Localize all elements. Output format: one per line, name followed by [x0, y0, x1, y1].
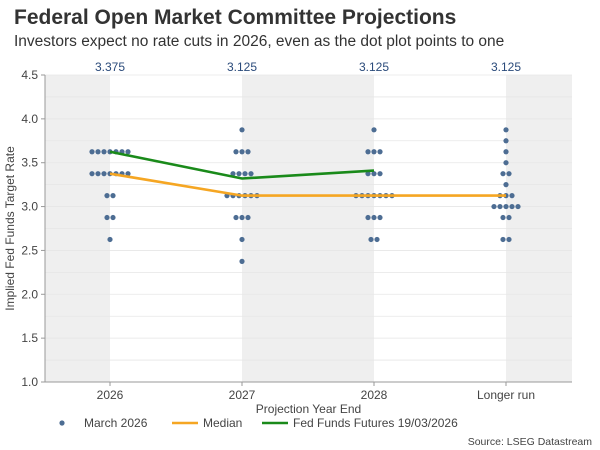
legend-label: Fed Funds Futures 19/03/2026 — [293, 416, 458, 430]
dot-point — [500, 171, 506, 177]
futures-line — [109, 150, 375, 180]
median-top-label: 3.125 — [227, 60, 257, 74]
dot-point — [509, 193, 515, 199]
dot-point — [125, 149, 131, 155]
dot-point — [506, 171, 512, 177]
dot-point — [248, 171, 254, 177]
dot-point — [371, 149, 377, 155]
dot-point — [104, 193, 110, 199]
source-note: Source: LSEG Datastream — [467, 436, 592, 448]
dot-point — [503, 160, 509, 166]
dot-point — [371, 127, 377, 133]
x-tick-label: 2028 — [361, 388, 388, 402]
chart-title: Federal Open Market Committee Projection… — [14, 6, 457, 29]
dot-point — [509, 203, 515, 210]
dot-point — [107, 236, 113, 243]
x-tick-label: Longer run — [477, 388, 535, 402]
legend-label: March 2026 — [84, 416, 148, 430]
dot-point — [377, 214, 383, 221]
legend-dot-marker — [59, 420, 65, 426]
dot-point — [233, 149, 239, 155]
dot-point — [245, 214, 251, 221]
y-tick-label: 4.0 — [21, 112, 38, 126]
y-tick-label: 2.0 — [21, 287, 38, 301]
dot-point — [368, 236, 374, 243]
y-tick-label: 3.0 — [21, 200, 38, 214]
dot-point — [503, 203, 509, 210]
dot-point — [104, 214, 110, 221]
dot-point — [233, 214, 239, 221]
y-axis-label: Implied Fed Funds Target Rate — [3, 146, 17, 311]
dot-point — [503, 182, 509, 188]
x-axis-label: Projection Year End — [256, 402, 361, 416]
dot-point — [245, 149, 251, 155]
dot-point — [239, 127, 245, 133]
dot-point — [506, 236, 512, 243]
dot-point — [371, 171, 377, 177]
dot-point — [377, 149, 383, 155]
median-line — [109, 172, 506, 197]
dot-point — [503, 149, 509, 155]
chart-subtitle: Investors expect no rate cuts in 2026, e… — [14, 33, 505, 50]
dot-point — [371, 214, 377, 221]
dot-point — [491, 203, 497, 210]
dot-point — [506, 214, 512, 221]
dot-point — [503, 138, 509, 144]
dot-point — [239, 149, 245, 155]
median-top-label: 3.125 — [491, 60, 521, 74]
y-tick-label: 2.5 — [21, 243, 38, 257]
dot-point — [230, 171, 236, 177]
dot-point — [377, 171, 383, 177]
dot-point — [365, 171, 371, 177]
dot-point — [515, 203, 521, 210]
dot-point — [125, 171, 131, 177]
legend-label: Median — [203, 416, 242, 430]
dot-point — [239, 258, 245, 264]
dot-point — [236, 171, 242, 177]
y-tick-label: 3.5 — [21, 156, 38, 170]
y-tick-label: 1.0 — [21, 375, 38, 389]
dot-point — [497, 203, 503, 210]
dot-point — [365, 149, 371, 155]
dot-point — [239, 214, 245, 221]
dot-point — [110, 193, 116, 199]
dot-point — [95, 149, 101, 155]
dot-point — [101, 149, 107, 155]
dot-point — [500, 214, 506, 221]
y-tick-label: 1.5 — [21, 331, 38, 345]
dot-point — [503, 127, 509, 133]
dot-point — [374, 236, 380, 243]
x-tick-label: 2027 — [229, 388, 256, 402]
dot-point — [242, 171, 248, 177]
dot-point — [101, 171, 107, 177]
x-tick-label: 2026 — [97, 388, 124, 402]
y-tick-label: 4.5 — [21, 68, 38, 82]
median-top-label: 3.375 — [95, 60, 125, 74]
dot-point — [95, 171, 101, 177]
dot-point — [110, 214, 116, 221]
dot-point — [239, 236, 245, 243]
median-top-label: 3.125 — [359, 60, 389, 74]
dot-point — [89, 149, 95, 155]
dot-point — [89, 171, 95, 177]
dot-point — [500, 236, 506, 243]
dot-point — [365, 214, 371, 221]
